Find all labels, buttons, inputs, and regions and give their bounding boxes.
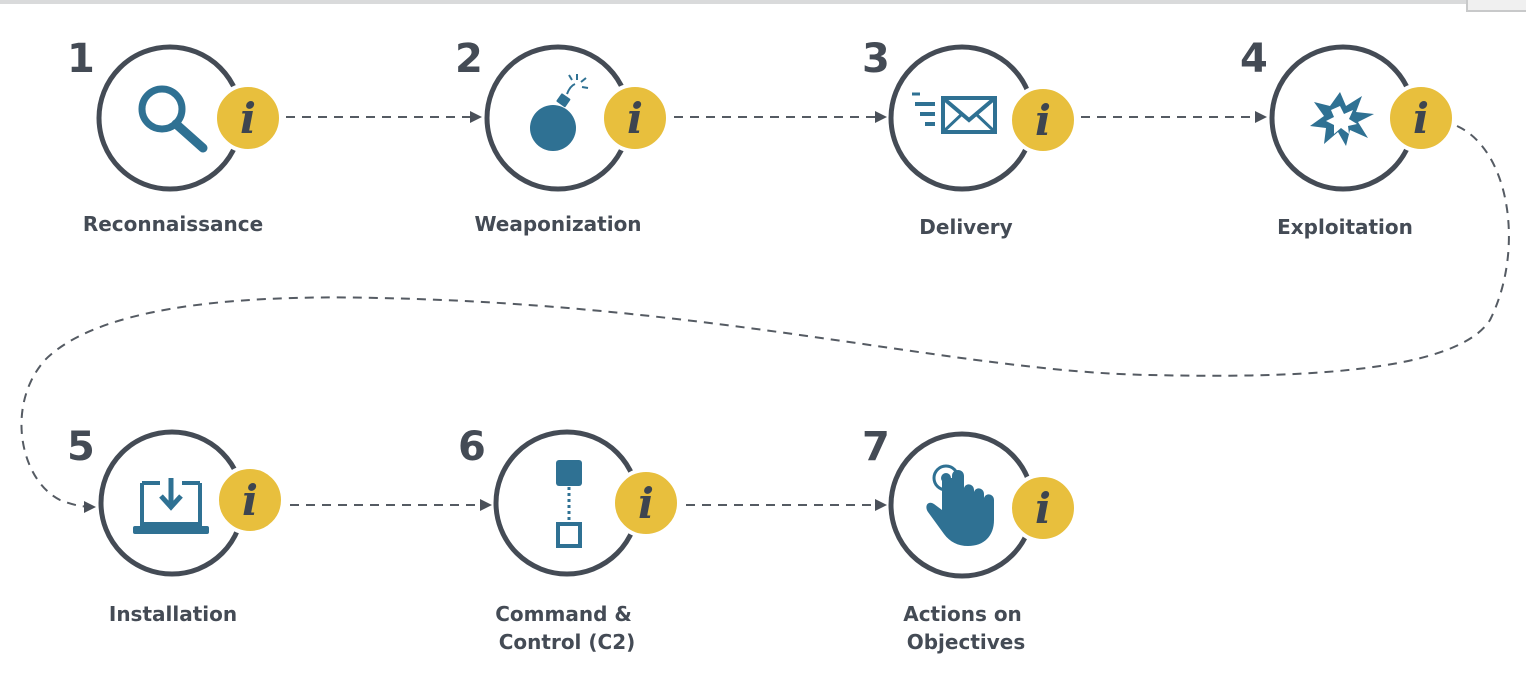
info-icon: i bbox=[240, 94, 256, 143]
info-icon: i bbox=[242, 476, 258, 525]
step-number: 1 bbox=[67, 36, 95, 82]
step-number: 2 bbox=[455, 36, 483, 82]
info-badge[interactable]: i bbox=[213, 83, 283, 153]
step-7: 7 i Actions on Objectives bbox=[862, 424, 1078, 654]
step-number: 5 bbox=[67, 424, 95, 470]
command-control-icon bbox=[556, 460, 582, 548]
info-icon: i bbox=[1413, 94, 1429, 143]
info-icon: i bbox=[1035, 484, 1051, 533]
step-number: 7 bbox=[862, 424, 890, 470]
step-label: Actions on Objectives bbox=[903, 602, 1029, 654]
magnifier-icon bbox=[138, 85, 208, 153]
step-5: 5 i Installation bbox=[67, 424, 285, 626]
top-border bbox=[0, 0, 1526, 4]
step-label: Exploitation bbox=[1277, 215, 1413, 239]
step-number: 4 bbox=[1240, 36, 1268, 82]
info-badge[interactable]: i bbox=[215, 465, 285, 535]
explosion-icon bbox=[1310, 92, 1374, 146]
step-label: Delivery bbox=[919, 215, 1012, 239]
bomb-icon bbox=[530, 74, 589, 151]
info-icon: i bbox=[1035, 96, 1051, 145]
step-number: 3 bbox=[862, 36, 890, 82]
step-1: 1 i Reconnaissance bbox=[67, 36, 283, 236]
info-badge[interactable]: i bbox=[611, 468, 681, 538]
step-label: Installation bbox=[109, 602, 237, 626]
step-6: 6 i Command & Control (C2) bbox=[458, 424, 681, 654]
step-3: 3 i Delivery bbox=[862, 36, 1078, 239]
connector-4-5 bbox=[20, 125, 1510, 513]
step-label: Command & Control (C2) bbox=[495, 602, 639, 654]
laptop-download-icon bbox=[133, 478, 209, 534]
connectors bbox=[20, 111, 1510, 513]
step-2: 2 i Weaponization bbox=[455, 36, 670, 236]
step-number: 6 bbox=[458, 424, 486, 470]
info-badge[interactable]: i bbox=[1008, 85, 1078, 155]
hand-tap-icon bbox=[926, 464, 994, 546]
info-badge[interactable]: i bbox=[1386, 83, 1456, 153]
info-badge[interactable]: i bbox=[1008, 473, 1078, 543]
corner-control bbox=[1466, 0, 1526, 12]
info-badge[interactable]: i bbox=[600, 83, 670, 153]
info-icon: i bbox=[638, 479, 654, 528]
step-label: Reconnaissance bbox=[83, 212, 263, 236]
envelope-icon bbox=[912, 92, 997, 134]
info-icon: i bbox=[627, 94, 643, 143]
step-label: Weaponization bbox=[474, 212, 641, 236]
step-4: 4 i Exploitation bbox=[1240, 36, 1456, 239]
